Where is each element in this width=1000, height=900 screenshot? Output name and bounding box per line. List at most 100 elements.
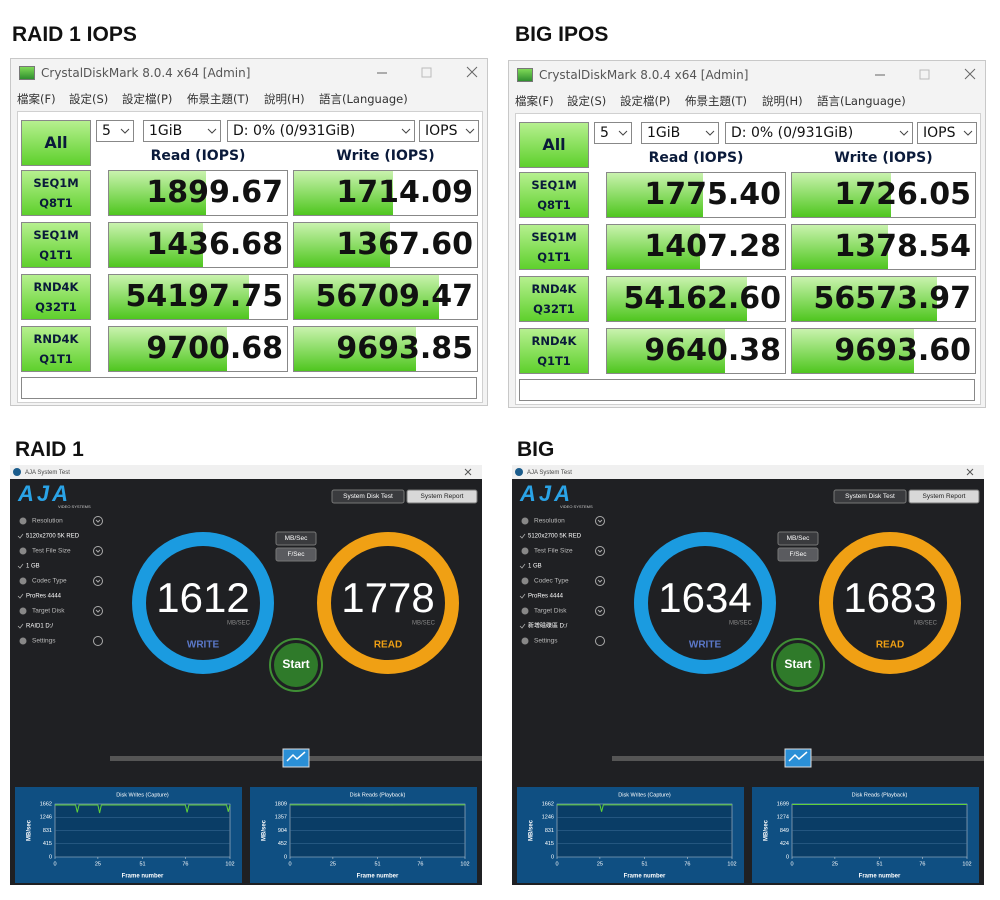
test-label[interactable]: RND4K Q32T1 bbox=[519, 276, 589, 322]
maximize-button[interactable] bbox=[919, 69, 930, 80]
menu-item[interactable]: 佈景主題(T) bbox=[187, 92, 249, 106]
toolbar-button[interactable] bbox=[908, 489, 980, 504]
setting-label[interactable]: Resolution bbox=[534, 518, 565, 525]
y-tick-label: 452 bbox=[278, 841, 287, 847]
x-tick-label: 76 bbox=[919, 861, 925, 867]
dropdown[interactable]: D: 0% (0/931GiB) bbox=[227, 120, 415, 142]
chart-title: Disk Reads (Playback) bbox=[350, 792, 406, 798]
menu-item[interactable]: 說明(H) bbox=[762, 94, 803, 108]
dropdown[interactable]: IOPS bbox=[917, 122, 977, 144]
setting-label[interactable]: Codec Type bbox=[32, 578, 67, 585]
all-button[interactable]: All bbox=[21, 120, 91, 166]
dropdown-value: D: 0% (0/931GiB) bbox=[233, 123, 356, 139]
close-button[interactable] bbox=[464, 468, 472, 476]
start-button[interactable] bbox=[274, 643, 318, 687]
dropdown[interactable]: 5 bbox=[594, 122, 632, 144]
start-label[interactable]: Start bbox=[784, 657, 811, 671]
expand-chevron[interactable] bbox=[595, 516, 605, 526]
menu-item[interactable]: 檔案(F) bbox=[17, 92, 56, 106]
x-tick-label: 102 bbox=[727, 861, 736, 867]
x-tick-label: 76 bbox=[182, 861, 188, 867]
expand-chevron[interactable] bbox=[93, 516, 103, 526]
expand-chevron[interactable] bbox=[595, 546, 605, 556]
menu-item[interactable]: 說明(H) bbox=[264, 92, 305, 106]
settings-link[interactable]: Settings bbox=[534, 638, 558, 645]
dropdown[interactable]: 1GiB bbox=[143, 120, 221, 142]
unit-toggle-label[interactable]: F/Sec bbox=[288, 551, 306, 558]
test-label[interactable]: SEQ1M Q1T1 bbox=[519, 224, 589, 270]
write-unit: MB/SEC bbox=[729, 621, 753, 627]
expand-chevron[interactable] bbox=[93, 546, 103, 556]
read-header: Read (IOPS) bbox=[648, 150, 744, 166]
x-tick-label: 102 bbox=[460, 861, 469, 867]
menu-item[interactable]: 設定檔(P) bbox=[620, 94, 671, 108]
y-tick-label: 415 bbox=[43, 841, 52, 847]
unit-toggle[interactable] bbox=[275, 547, 317, 562]
maximize-button[interactable] bbox=[421, 67, 432, 78]
write-unit: MB/SEC bbox=[227, 621, 251, 627]
expand-chevron[interactable] bbox=[93, 636, 103, 646]
test-label[interactable]: SEQ1M Q8T1 bbox=[21, 170, 91, 216]
test-label[interactable]: RND4K Q32T1 bbox=[21, 274, 91, 320]
toolbar-button[interactable] bbox=[331, 489, 405, 504]
chevron bbox=[465, 128, 475, 134]
close-button[interactable] bbox=[966, 468, 974, 476]
menu-item[interactable]: 設定檔(P) bbox=[122, 92, 173, 106]
dropdown[interactable]: 1GiB bbox=[641, 122, 719, 144]
check-mark bbox=[519, 593, 526, 599]
unit-toggle[interactable] bbox=[777, 531, 819, 546]
setting-label[interactable]: Resolution bbox=[32, 518, 63, 525]
settings-link[interactable]: Settings bbox=[32, 638, 56, 645]
expand-chevron[interactable] bbox=[93, 576, 103, 586]
menu-item[interactable]: 佈景主題(T) bbox=[685, 94, 747, 108]
test-label[interactable]: RND4K Q1T1 bbox=[21, 326, 91, 372]
dropdown-arrow bbox=[401, 128, 411, 134]
y-tick-label: 849 bbox=[780, 828, 789, 834]
menu-item[interactable]: 語言(Language) bbox=[817, 94, 906, 108]
chevron bbox=[120, 128, 130, 134]
unit-toggle-label[interactable]: MB/Sec bbox=[285, 535, 309, 542]
close-button[interactable] bbox=[466, 66, 478, 78]
toolbar-button[interactable] bbox=[406, 489, 478, 504]
test-label[interactable]: SEQ1M Q1T1 bbox=[21, 222, 91, 268]
unit-toggle[interactable] bbox=[275, 531, 317, 546]
expand-chevron[interactable] bbox=[595, 576, 605, 586]
toolbar-button-label[interactable]: System Report bbox=[923, 493, 966, 500]
write-label: WRITE bbox=[689, 640, 722, 651]
dropdown[interactable]: 5 bbox=[96, 120, 134, 142]
setting-label[interactable]: Test File Size bbox=[32, 548, 71, 555]
menu-item[interactable]: 設定(S) bbox=[69, 92, 109, 106]
expand-chevron[interactable] bbox=[595, 636, 605, 646]
setting-label[interactable]: Target Disk bbox=[534, 608, 567, 615]
setting-value: 1 GB bbox=[26, 564, 40, 570]
test-label[interactable]: SEQ1M Q8T1 bbox=[519, 172, 589, 218]
start-button[interactable] bbox=[776, 643, 820, 687]
menu-item[interactable]: 語言(Language) bbox=[319, 92, 408, 106]
expand-chevron[interactable] bbox=[595, 606, 605, 616]
toolbar-button-label[interactable]: System Disk Test bbox=[343, 493, 393, 500]
status-bar bbox=[519, 379, 975, 401]
y-tick-label: 1699 bbox=[777, 801, 789, 807]
start-label[interactable]: Start bbox=[282, 657, 309, 671]
dropdown[interactable]: IOPS bbox=[419, 120, 479, 142]
unit-toggle[interactable] bbox=[777, 547, 819, 562]
unit-toggle-label[interactable]: MB/Sec bbox=[787, 535, 811, 542]
setting-label[interactable]: Codec Type bbox=[534, 578, 569, 585]
menu-item[interactable]: 檔案(F) bbox=[515, 94, 554, 108]
toolbar-button-label[interactable]: System Report bbox=[421, 493, 464, 500]
close-button[interactable] bbox=[964, 68, 976, 80]
unit-toggle-label[interactable]: F/Sec bbox=[790, 551, 808, 558]
expand-chevron[interactable] bbox=[93, 606, 103, 616]
check-mark bbox=[519, 533, 526, 539]
menu-item[interactable]: 設定(S) bbox=[567, 94, 607, 108]
toolbar-button[interactable] bbox=[833, 489, 907, 504]
toolbar-button-label[interactable]: System Disk Test bbox=[845, 493, 895, 500]
setting-label[interactable]: Target Disk bbox=[32, 608, 65, 615]
test-label[interactable]: RND4K Q1T1 bbox=[519, 328, 589, 374]
y-tick-label: 1246 bbox=[542, 815, 554, 821]
x-tick-label: 102 bbox=[962, 861, 971, 867]
setting-label[interactable]: Test File Size bbox=[534, 548, 573, 555]
x-tick-label: 25 bbox=[832, 861, 838, 867]
dropdown[interactable]: D: 0% (0/931GiB) bbox=[725, 122, 913, 144]
all-button[interactable]: All bbox=[519, 122, 589, 168]
